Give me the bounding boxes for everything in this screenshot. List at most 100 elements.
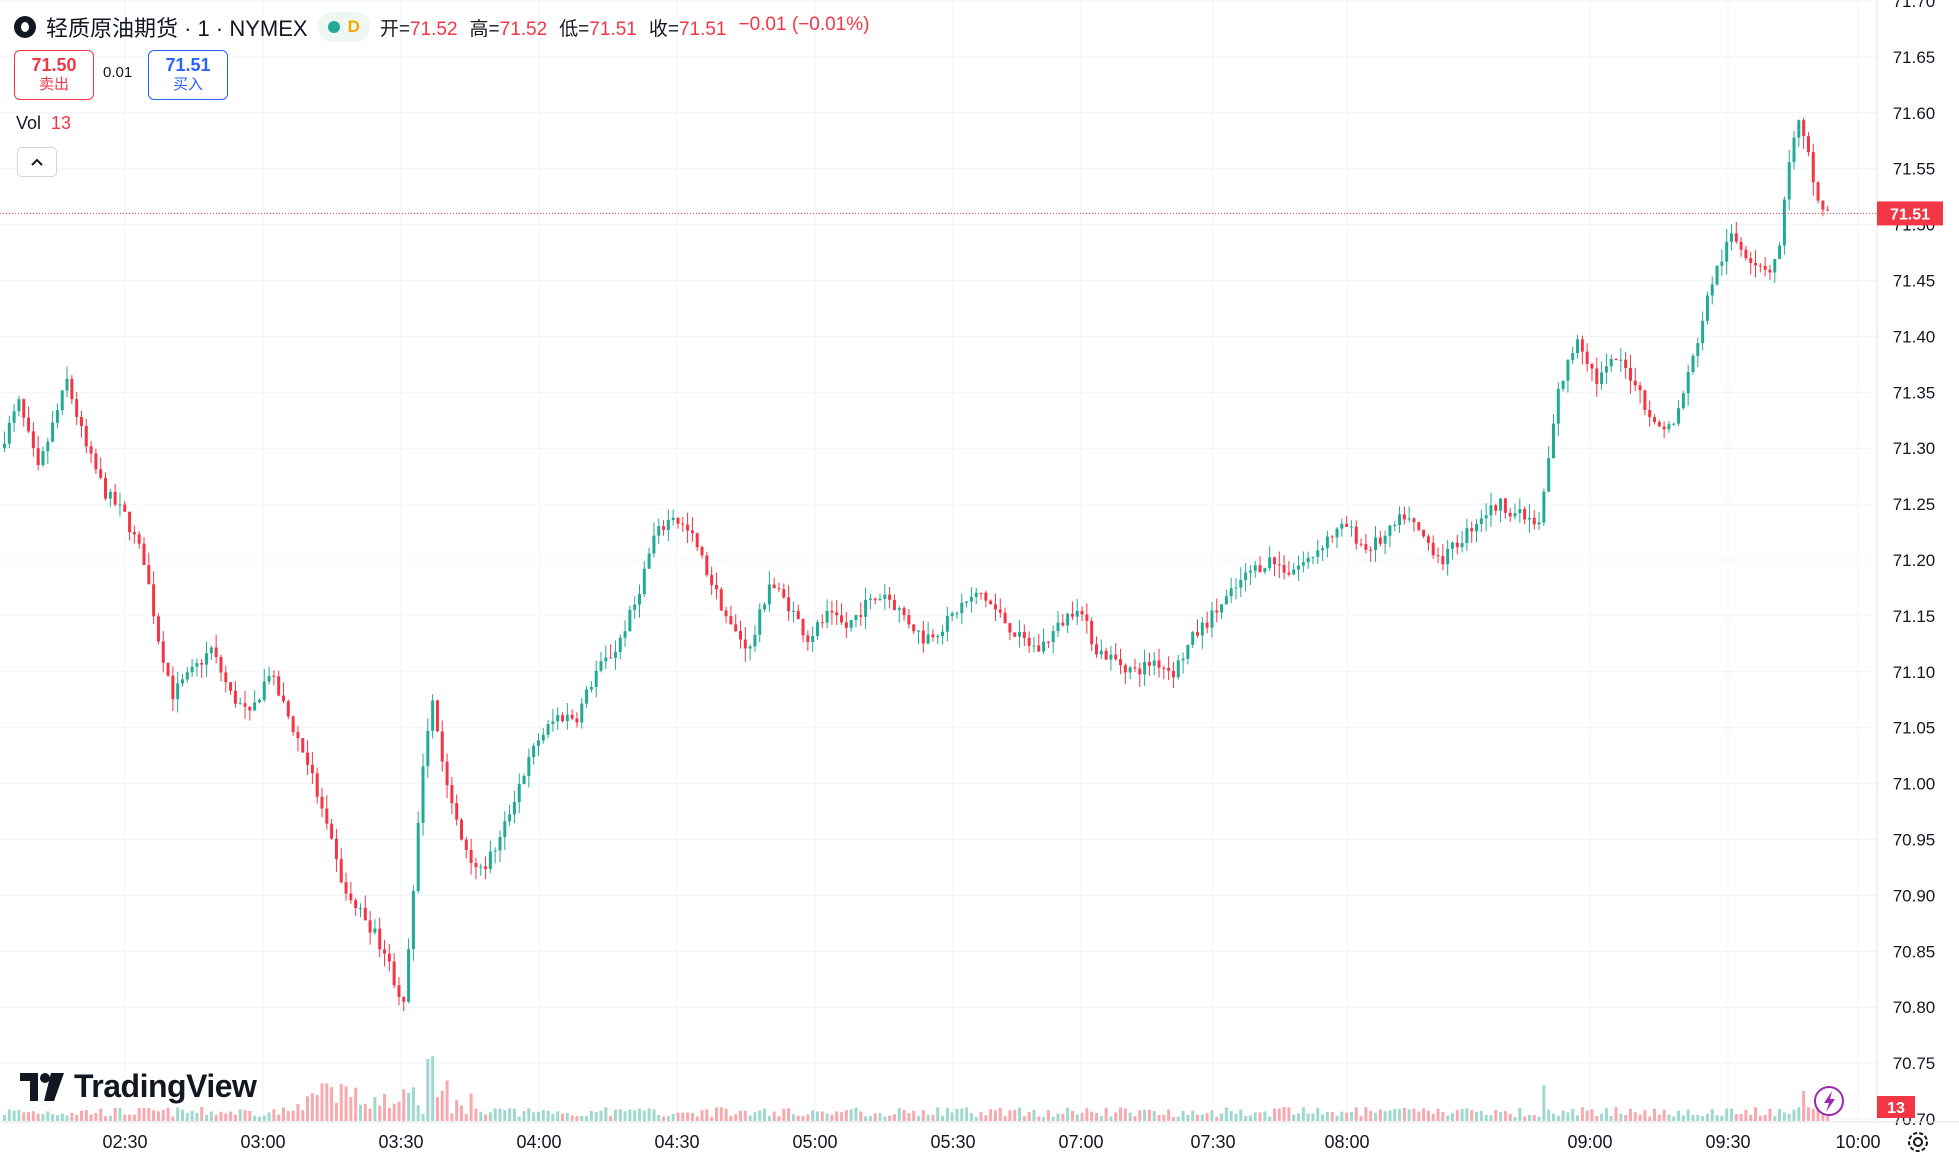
volume-bar [392, 1103, 396, 1121]
candle-body [79, 416, 83, 426]
sell-button[interactable]: 71.50 卖出 [14, 50, 94, 100]
candle-body [1412, 518, 1416, 523]
market-status-pill[interactable]: D [317, 12, 370, 42]
volume-bar [46, 1111, 50, 1121]
candle-body [1152, 660, 1156, 666]
volume-legend[interactable]: Vol 13 [16, 113, 71, 134]
volume-bar [330, 1087, 334, 1121]
volume-bar [734, 1114, 738, 1121]
candle-body [1080, 610, 1084, 615]
volume-bar [65, 1115, 69, 1121]
candle-body [325, 808, 329, 824]
volume-bar [1513, 1116, 1517, 1121]
volume-bar [1224, 1107, 1228, 1121]
volume-bar [791, 1114, 795, 1121]
candle-body [931, 634, 935, 638]
candle-body [969, 596, 973, 602]
tradingview-logo[interactable]: TradingView [20, 1068, 257, 1105]
volume-bar [888, 1115, 892, 1121]
candle-body [1744, 249, 1748, 259]
volume-bar [1157, 1114, 1161, 1121]
volume-bar [1210, 1110, 1214, 1121]
candle-body [1734, 233, 1738, 242]
candle-body [190, 666, 194, 673]
volume-bar [1066, 1107, 1070, 1121]
volume-bar [1128, 1112, 1132, 1121]
symbol-title[interactable]: 轻质原油期货 · 1 · NYMEX [46, 16, 308, 41]
volume-bar [955, 1109, 959, 1121]
volume-bar [897, 1108, 901, 1121]
candle-body [1633, 380, 1637, 386]
y-tick-label: 71.05 [1893, 719, 1936, 738]
drop-icon [14, 16, 36, 38]
candle-body [70, 378, 74, 400]
candle-body [272, 675, 276, 677]
candle-body [1595, 368, 1599, 385]
candle-body [1648, 409, 1652, 418]
price-axis: 71.7071.6571.6071.5571.5071.4571.4071.35… [1876, 0, 1936, 1129]
volume-bar [248, 1110, 252, 1121]
candle-body [561, 715, 565, 722]
y-tick-label: 71.30 [1893, 439, 1936, 458]
volume-bar [1547, 1109, 1551, 1121]
volume-bar [214, 1115, 218, 1121]
candle-body [195, 663, 199, 667]
volume-bar [1576, 1115, 1580, 1121]
last-price-tag: 71.51 [1877, 201, 1943, 226]
candle-body [1133, 667, 1137, 669]
volume-bar [1595, 1115, 1599, 1121]
candle-body [248, 706, 252, 711]
volume-bar [835, 1111, 839, 1121]
volume-bar [551, 1113, 555, 1121]
candle-body [1768, 269, 1772, 273]
volume-bar [1551, 1113, 1555, 1121]
volume-bar [561, 1113, 565, 1121]
candle-body [941, 631, 945, 637]
candle-body [767, 584, 771, 605]
volume-bar [1470, 1109, 1474, 1121]
volume-bar [1138, 1110, 1142, 1121]
volume-bar [686, 1112, 690, 1121]
volume-bar [623, 1111, 627, 1121]
candle-body [1537, 522, 1541, 525]
candle-body [1354, 526, 1358, 544]
volume-bar [315, 1095, 319, 1121]
candle-body [349, 893, 353, 901]
volume-bar [652, 1109, 656, 1121]
candle-body [1215, 610, 1219, 613]
buy-button[interactable]: 71.51 买入 [148, 50, 228, 100]
candle-body [426, 730, 430, 767]
candle-body [84, 425, 88, 447]
volume-bar [253, 1115, 257, 1121]
volume-bar [1109, 1116, 1113, 1121]
time-axis: 02:30 03:00 03:30 04:00 04:30 05:00 05:30 07:00… [0, 1121, 1959, 1152]
candle-body [979, 592, 983, 594]
candle-body [1066, 613, 1070, 626]
candle-body [637, 594, 641, 605]
volume-bar [397, 1101, 401, 1121]
open-label: 开= [379, 18, 410, 40]
candle-body [1369, 549, 1373, 551]
candle-body [719, 589, 723, 611]
candle-body [1479, 518, 1483, 524]
lightning-icon[interactable] [1814, 1086, 1844, 1116]
volume-bar [936, 1107, 940, 1121]
candle-body [772, 584, 776, 589]
volume-bar [1600, 1113, 1604, 1121]
candle-body [811, 636, 815, 642]
candle-body [108, 491, 112, 499]
candle-body [358, 907, 362, 909]
volume-bar [17, 1109, 21, 1121]
settings-gear-icon[interactable] [1904, 1128, 1932, 1156]
volume-bar [1094, 1113, 1098, 1121]
volume-bar [402, 1089, 406, 1121]
candle-body [1556, 388, 1560, 424]
volume-bar [1196, 1114, 1200, 1121]
collapse-legend-button[interactable] [17, 147, 57, 177]
volume-bar [1220, 1113, 1224, 1121]
y-tick-label: 71.00 [1893, 775, 1936, 794]
x-tick-label: 08:00 [1324, 1132, 1369, 1152]
volume-bar [613, 1109, 617, 1121]
candle-body [1123, 665, 1127, 673]
